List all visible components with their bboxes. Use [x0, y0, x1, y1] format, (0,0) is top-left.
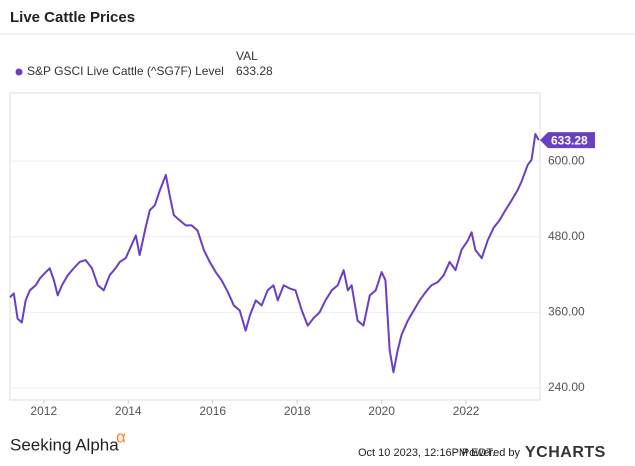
- x-tick-label: 2020: [368, 404, 395, 418]
- brand-symbol: α: [116, 427, 126, 446]
- last-value-tag: [540, 132, 595, 149]
- series-line: [9, 132, 540, 374]
- legend-header: VAL: [236, 49, 258, 63]
- timestamp: Oct 10 2023, 12:16PM EDT.: [358, 447, 495, 459]
- x-tick-label: 2014: [115, 404, 142, 418]
- legend-value: 633.28: [236, 64, 273, 78]
- x-tick-label: 2016: [199, 404, 226, 418]
- provider-logo: YCHARTS: [525, 444, 606, 461]
- legend-label: S&P GSCI Live Cattle (^SG7F) Level: [27, 64, 224, 78]
- brand: Seeking Alpha: [10, 435, 119, 454]
- powered-by: Powered by: [462, 447, 521, 459]
- legend-marker: [15, 68, 23, 76]
- x-tick-label: 2012: [30, 404, 57, 418]
- x-tick-label: 2022: [453, 404, 480, 418]
- plot-frame: [9, 92, 541, 401]
- y-tick-label: 240.00: [548, 380, 585, 394]
- last-value-label: 633.28: [551, 133, 588, 147]
- y-tick-label: 600.00: [548, 153, 585, 167]
- y-tick-label: 480.00: [548, 229, 585, 243]
- x-tick-label: 2018: [284, 404, 311, 418]
- chart-title: Live Cattle Prices: [10, 9, 135, 26]
- y-tick-label: 360.00: [548, 305, 585, 319]
